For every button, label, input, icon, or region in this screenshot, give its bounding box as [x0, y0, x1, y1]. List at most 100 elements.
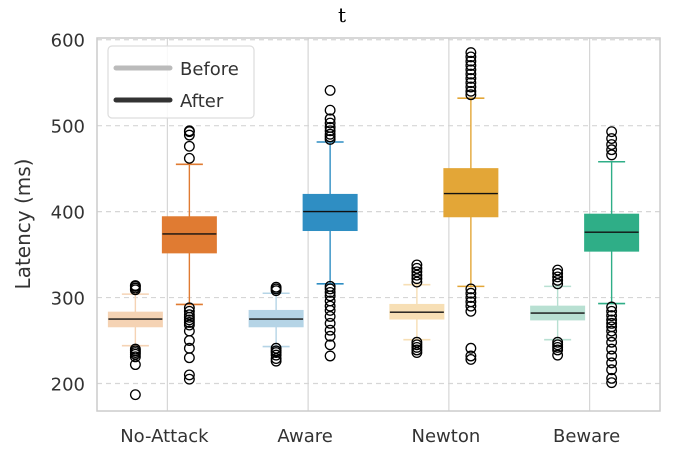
outlier-point: [465, 77, 477, 89]
outlier-point: [324, 283, 336, 295]
y-tick-labels: 200 300 400 500 600: [51, 31, 85, 396]
outlier-point: [606, 350, 618, 362]
outlier-point: [324, 317, 336, 329]
outlier-point: [411, 347, 423, 359]
outlier-point: [606, 144, 618, 156]
outlier-point: [465, 55, 477, 67]
box-iqr: [302, 193, 358, 232]
outlier-point: [324, 330, 336, 342]
outlier-point: [270, 355, 282, 367]
outlier-point: [411, 273, 423, 285]
outlier-point: [324, 84, 336, 96]
outlier-point: [606, 330, 618, 342]
outlier-point: [465, 305, 477, 317]
y-tick-label: 500: [51, 117, 85, 138]
outlier-point: [465, 81, 477, 93]
outlier-point: [606, 310, 618, 322]
outlier-point: [465, 353, 477, 365]
outlier-point: [465, 85, 477, 97]
outlier-point: [552, 271, 564, 283]
y-tick-label: 400: [51, 203, 85, 224]
outlier-point: [324, 286, 336, 298]
outlier-point: [324, 339, 336, 351]
outlier-point: [183, 335, 195, 346]
outlier-point: [606, 317, 618, 329]
outlier-point: [606, 305, 618, 317]
outlier-point: [183, 352, 195, 364]
outlier-point: [270, 281, 282, 293]
outlier-point: [465, 60, 477, 71]
x-tick-label: Newton: [412, 426, 481, 447]
outlier-point: [465, 283, 477, 295]
outlier-point: [324, 324, 336, 336]
outlier-point: [465, 89, 477, 101]
outlier-point: [552, 344, 564, 356]
x-tick-label: Beware: [553, 426, 620, 447]
outlier-point: [411, 266, 423, 278]
outlier-point: [552, 349, 564, 361]
outlier-point: [324, 300, 336, 312]
outlier-point: [552, 264, 564, 276]
outlier-point: [606, 149, 618, 161]
outlier-point: [270, 349, 282, 361]
outlier-point: [465, 300, 477, 312]
x-tick-labels: No-Attack Aware Newton Beware: [120, 426, 620, 447]
outlier-point: [183, 140, 195, 152]
box-beware: [530, 264, 586, 361]
outlier-point: [411, 269, 423, 281]
outlier-point: [183, 125, 195, 137]
outlier-point: [606, 372, 618, 384]
outlier-point: [465, 47, 477, 59]
outlier-point: [324, 121, 336, 133]
outlier-point: [606, 364, 618, 376]
outlier-point: [129, 389, 141, 401]
x-tick-label: Aware: [277, 426, 332, 447]
outlier-point: [606, 325, 618, 337]
outlier-point: [183, 373, 195, 385]
box-no-attack: [161, 125, 217, 385]
legend: Before After: [107, 45, 255, 119]
outlier-point: [465, 72, 477, 84]
box-no-attack: [107, 280, 163, 401]
outlier-point: [183, 152, 195, 164]
outlier-point: [465, 342, 477, 354]
outlier-point: [324, 290, 336, 302]
outlier-point: [411, 276, 423, 288]
outlier-point: [324, 350, 336, 362]
outlier-point: [129, 351, 141, 363]
box-iqr: [161, 216, 217, 254]
box-aware: [302, 84, 358, 362]
legend-label-after: After: [180, 91, 224, 112]
outlier-point: [183, 319, 195, 331]
outlier-point: [465, 292, 477, 304]
outlier-point: [465, 287, 477, 299]
box-newton: [443, 47, 499, 365]
outlier-point: [606, 139, 618, 151]
outlier-point: [324, 311, 336, 322]
box-newton: [389, 259, 445, 359]
outlier-point: [183, 129, 195, 141]
outlier-point: [606, 343, 618, 355]
y-tick-label: 600: [51, 31, 85, 52]
outlier-point: [324, 104, 336, 116]
outlier-point: [606, 377, 618, 389]
outlier-point: [324, 128, 336, 140]
y-tick-label: 200: [51, 374, 85, 395]
legend-label-before: Before: [180, 59, 239, 80]
outlier-point: [465, 68, 477, 80]
outlier-point: [465, 51, 477, 63]
outlier-point: [324, 304, 336, 316]
outlier-point: [183, 369, 195, 381]
outlier-point: [606, 126, 618, 138]
outlier-point: [183, 305, 195, 317]
outlier-point: [552, 278, 564, 290]
box-iqr: [443, 168, 499, 218]
outlier-point: [324, 125, 336, 137]
boxes-layer: [107, 47, 640, 401]
x-tick-label: No-Attack: [120, 426, 209, 447]
y-tick-label: 300: [51, 289, 85, 310]
plot-frame: [96, 37, 661, 412]
outlier-point: [606, 133, 618, 145]
outlier-point: [606, 357, 618, 369]
